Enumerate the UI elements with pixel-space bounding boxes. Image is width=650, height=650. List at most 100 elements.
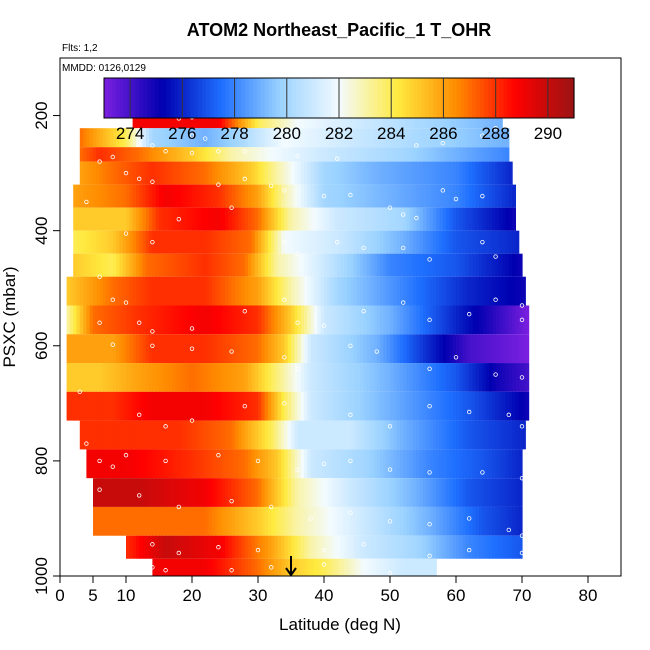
heatmap-cell	[350, 506, 355, 536]
heatmap-cell	[406, 128, 411, 148]
heatmap-cell	[456, 363, 460, 392]
heatmap-cell	[112, 305, 117, 335]
heatmap-cell	[168, 535, 173, 559]
heatmap-cell	[264, 478, 269, 507]
heatmap-cell	[168, 305, 173, 335]
colorbar-swatch	[393, 78, 399, 118]
heatmap-cell	[93, 420, 97, 450]
heatmap-cell	[271, 276, 276, 306]
heatmap-cell	[310, 363, 315, 392]
heatmap-cell	[149, 506, 153, 536]
heatmap-cell	[215, 109, 219, 129]
heatmap-cell	[281, 147, 285, 162]
heatmap-cell	[403, 506, 408, 536]
heatmap-cell	[271, 109, 276, 129]
heatmap-cell	[159, 558, 163, 576]
heatmap-cell	[432, 420, 437, 450]
heatmap-cell	[406, 535, 411, 559]
heatmap-cell	[244, 253, 249, 277]
heatmap-cell	[409, 420, 414, 450]
heatmap-cell	[208, 535, 213, 559]
heatmap-cell	[462, 506, 467, 536]
heatmap-cell	[360, 334, 365, 364]
heatmap-cell	[465, 147, 470, 162]
data-point	[321, 547, 327, 553]
heatmap-cell	[119, 334, 124, 364]
heatmap-cell	[396, 230, 401, 254]
heatmap-cell	[221, 535, 226, 559]
heatmap-cell	[462, 535, 467, 559]
heatmap-cell	[102, 147, 107, 162]
heatmap-cell	[386, 230, 391, 254]
heatmap-cell	[165, 161, 170, 185]
heatmap-cell	[456, 535, 460, 559]
heatmap-cell	[109, 305, 114, 335]
heatmap-cell	[505, 184, 510, 208]
colorbar-swatch	[487, 78, 493, 118]
heatmap-cell	[347, 305, 351, 335]
heatmap-cell	[347, 334, 351, 364]
heatmap-cell	[228, 535, 233, 559]
heatmap-cell	[380, 506, 384, 536]
heatmap-cell	[106, 391, 111, 421]
heatmap-cell	[489, 391, 493, 421]
heatmap-cell	[409, 478, 414, 507]
heatmap-cell	[234, 363, 239, 392]
heatmap-cell	[363, 420, 368, 450]
heatmap-cell	[327, 161, 332, 185]
heatmap-cell	[218, 478, 223, 507]
heatmap-cell	[178, 449, 183, 479]
heatmap-cell	[172, 363, 177, 392]
heatmap-cell	[93, 276, 97, 306]
heatmap-cell	[452, 363, 457, 392]
heatmap-cell	[109, 230, 114, 254]
heatmap-cell	[126, 449, 130, 479]
heatmap-cell	[360, 230, 365, 254]
heatmap-cell	[373, 334, 378, 364]
heatmap-cell	[495, 535, 500, 559]
heatmap-cell	[442, 478, 447, 507]
heatmap-cell	[479, 478, 483, 507]
heatmap-cell	[403, 253, 408, 277]
heatmap-cell	[254, 305, 259, 335]
heatmap-cell	[234, 147, 239, 162]
heatmap-cell	[218, 109, 223, 129]
heatmap-cell	[198, 161, 203, 185]
heatmap-cell	[413, 420, 417, 450]
heatmap-cell	[244, 363, 249, 392]
heatmap-cell	[442, 230, 447, 254]
heatmap-cell	[393, 391, 398, 421]
data-point	[387, 570, 393, 576]
heatmap-cell	[188, 506, 193, 536]
heatmap-cell	[449, 253, 454, 277]
heatmap-cell	[419, 109, 424, 129]
heatmap-cell	[152, 449, 157, 479]
heatmap-cell	[482, 420, 487, 450]
heatmap-cell	[168, 207, 173, 231]
heatmap-cell	[99, 161, 104, 185]
heatmap-cell	[317, 363, 322, 392]
heatmap-cell	[112, 230, 117, 254]
heatmap-cell	[248, 535, 252, 559]
heatmap-cell	[254, 334, 259, 364]
heatmap-cell	[502, 334, 507, 364]
heatmap-cell	[419, 363, 424, 392]
heatmap-cell	[300, 535, 305, 559]
heatmap-cell	[337, 391, 342, 421]
heatmap-cell	[452, 449, 457, 479]
heatmap-cell	[508, 420, 513, 450]
heatmap-cell	[129, 478, 134, 507]
heatmap-cell	[300, 506, 305, 536]
heatmap-cell	[314, 420, 318, 450]
heatmap-cell	[363, 478, 368, 507]
heatmap-cell	[165, 276, 170, 306]
heatmap-cell	[479, 305, 483, 335]
heatmap-cell	[459, 391, 464, 421]
colorbar-swatch	[339, 78, 344, 118]
heatmap-cell	[142, 420, 147, 450]
heatmap-cell	[482, 391, 487, 421]
heatmap-cell	[83, 184, 87, 208]
heatmap-cell	[439, 184, 444, 208]
colorbar-swatch	[111, 78, 117, 118]
heatmap-cell	[277, 109, 282, 129]
